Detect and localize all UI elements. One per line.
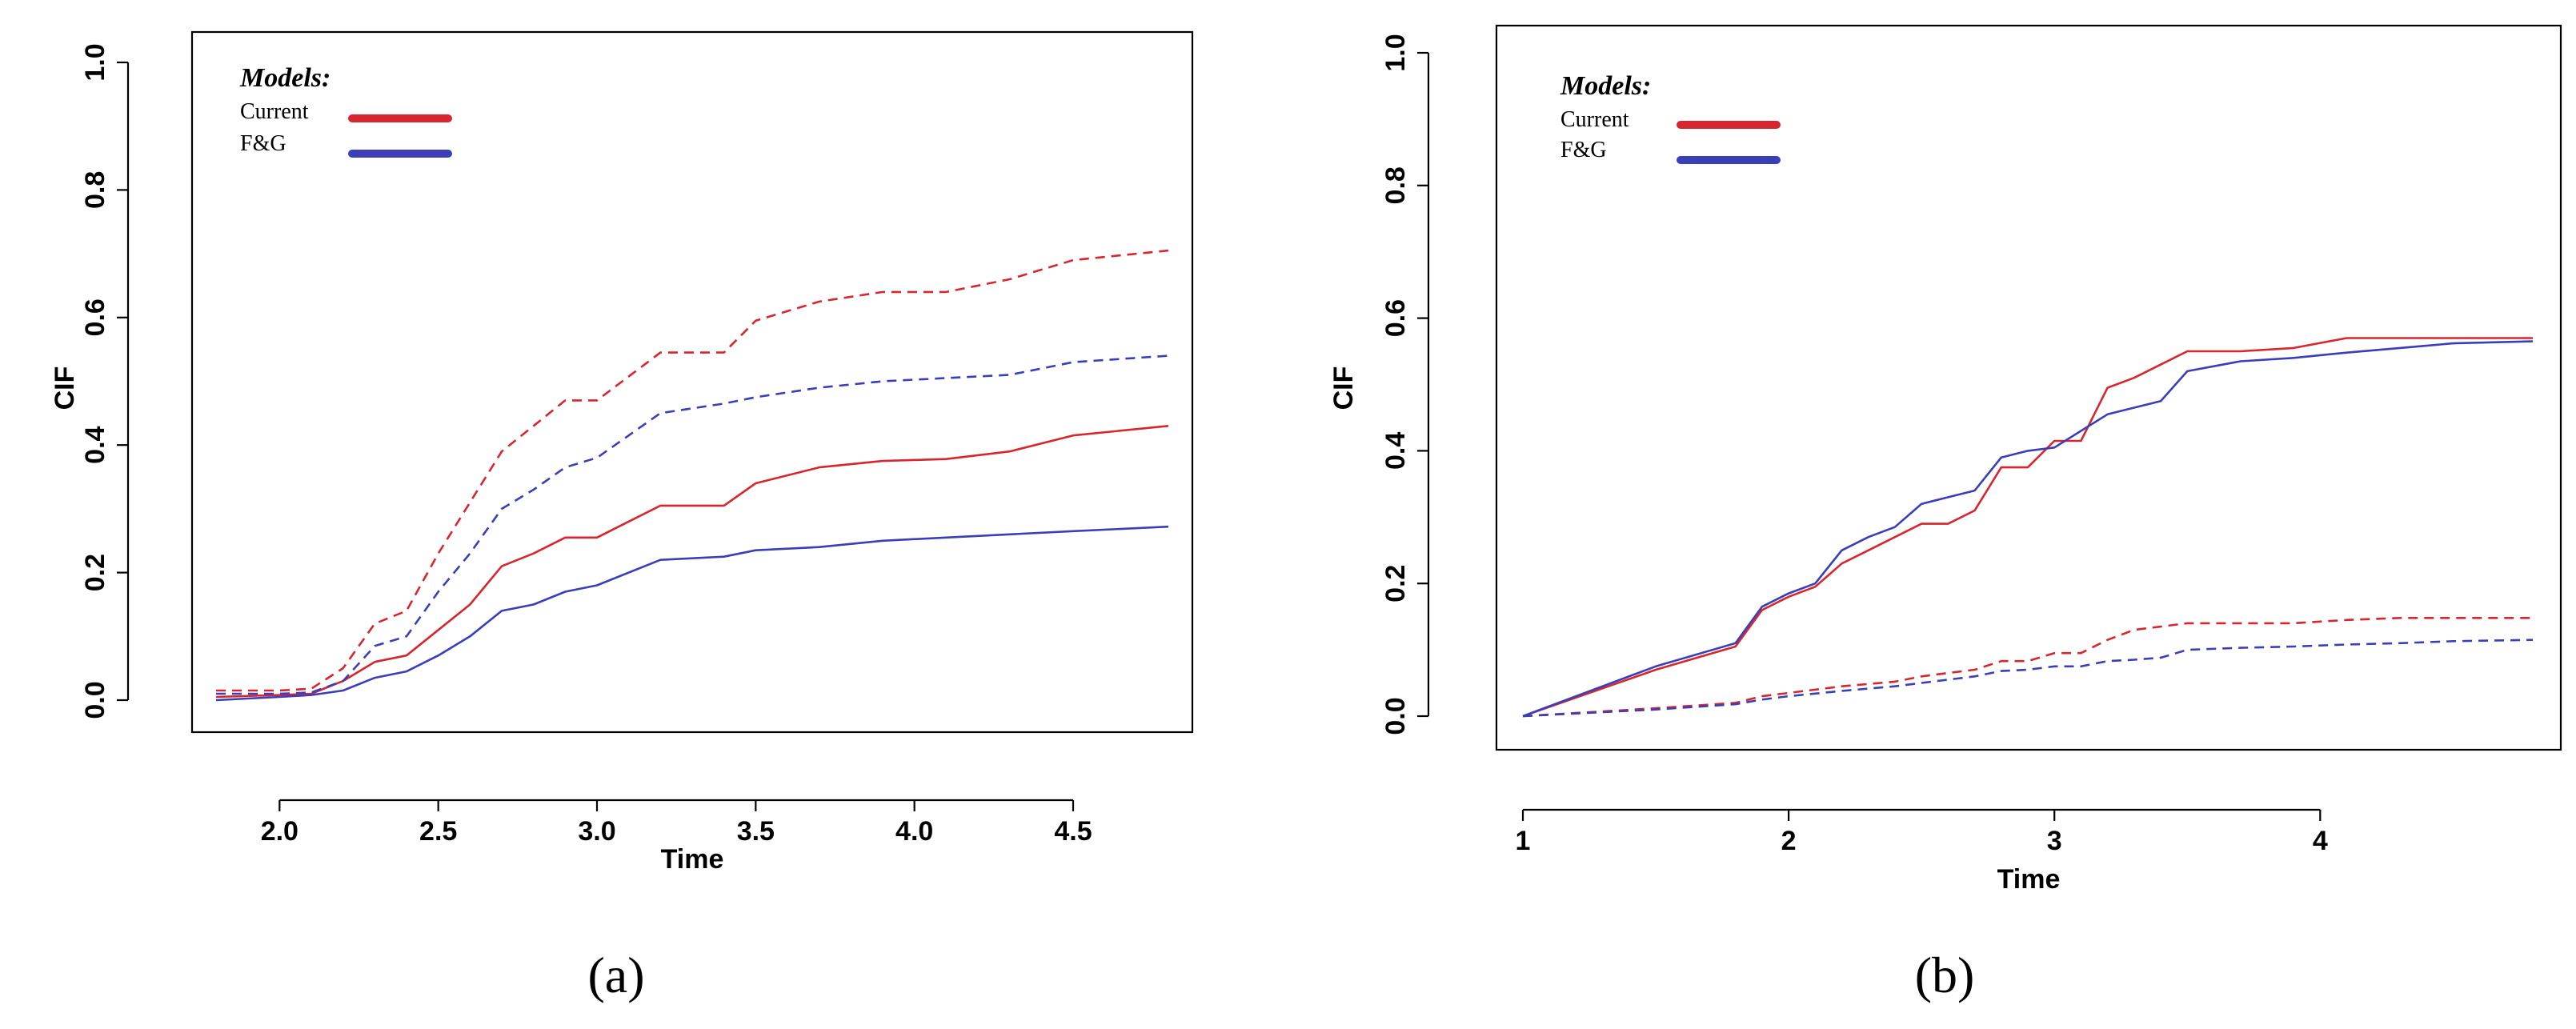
legend-label-fg-b: F&G (1560, 138, 1607, 162)
series-line-current-dashed-a (216, 249, 1169, 692)
x-tick-label-a: 3.5 (737, 816, 775, 847)
x-tick-label-b: 3 (2047, 826, 2062, 856)
x-axis-title-b: Time (1997, 864, 2061, 895)
x-tick-label-b: 2 (1781, 826, 1797, 856)
x-tick-label-a: 4.0 (895, 816, 933, 847)
x-tick-label-a: 2.0 (261, 816, 298, 847)
x-axis-title-a: Time (661, 844, 724, 875)
series-line-fg-solid-b (1522, 340, 2534, 718)
panel-b: 1 2 3 4 0.0 0.2 0.4 0.6 0.8 1.0 Models: Current F… (1328, 24, 2562, 1003)
panel-label-a: (a) (587, 947, 644, 1003)
series-line-fg-solid-a (215, 525, 1169, 702)
y-tick-label-a: 0.4 (80, 426, 110, 463)
series-line-fg-dashed-a (216, 354, 1169, 695)
axes-b: 1 2 3 4 0.0 0.2 0.4 0.6 0.8 1.0 (1380, 34, 2328, 856)
x-tick-label-a: 4.5 (1054, 816, 1092, 847)
x-tick-label-a: 3.0 (578, 816, 615, 847)
series-line-fg-dashed-b (1522, 639, 2534, 718)
y-tick-label-a: 0.0 (80, 681, 110, 719)
legend-label-current-a: Current (240, 99, 309, 124)
legend-label-fg-a: F&G (240, 131, 286, 156)
legend-a: Models: Current F&G (239, 63, 452, 158)
panel-label-b: (b) (1915, 947, 1975, 1003)
y-tick-label-a: 1.0 (80, 43, 110, 81)
legend-title-a: Models: (239, 63, 331, 93)
y-tick-label-b: 0.4 (1380, 432, 1411, 470)
series-a (215, 249, 1169, 702)
x-tick-label-b: 4 (2313, 826, 2328, 856)
plot-frame-b (1495, 24, 2562, 751)
y-axis-title-a: CIF (50, 366, 80, 410)
series-line-current-dashed-b (1522, 616, 2533, 718)
legend-label-current-b: Current (1560, 107, 1629, 132)
y-tick-label-b: 0.2 (1380, 565, 1411, 603)
series-b (1522, 337, 2534, 718)
y-tick-label-a: 0.6 (80, 298, 110, 336)
y-tick-label-b: 1.0 (1380, 34, 1411, 71)
legend-b: Models: Current F&G (1560, 71, 1781, 164)
y-axis-title-b: CIF (1328, 366, 1359, 410)
series-line-current-solid-a (215, 425, 1169, 699)
axes-a: 2.0 2.5 3.0 3.5 4.0 4.5 0.0 0.2 0.4 0.6 0.8 1.0 (80, 43, 1092, 847)
y-tick-label-b: 0.6 (1380, 299, 1411, 337)
x-tick-label-b: 1 (1516, 826, 1531, 856)
panel-a: 2.0 2.5 3.0 3.5 4.0 4.5 0.0 0.2 0.4 0.6 0.8 1.0 Mod… (50, 30, 1194, 1003)
x-tick-label-a: 2.5 (419, 816, 457, 847)
y-tick-label-b: 0.0 (1380, 697, 1411, 735)
legend-title-b: Models: (1560, 71, 1651, 101)
plot-frame-a (190, 30, 1194, 734)
series-line-current-solid-b (1522, 337, 2533, 718)
y-tick-label-b: 0.8 (1380, 166, 1411, 204)
y-tick-label-a: 0.2 (80, 554, 110, 591)
y-tick-label-a: 0.8 (80, 171, 110, 209)
